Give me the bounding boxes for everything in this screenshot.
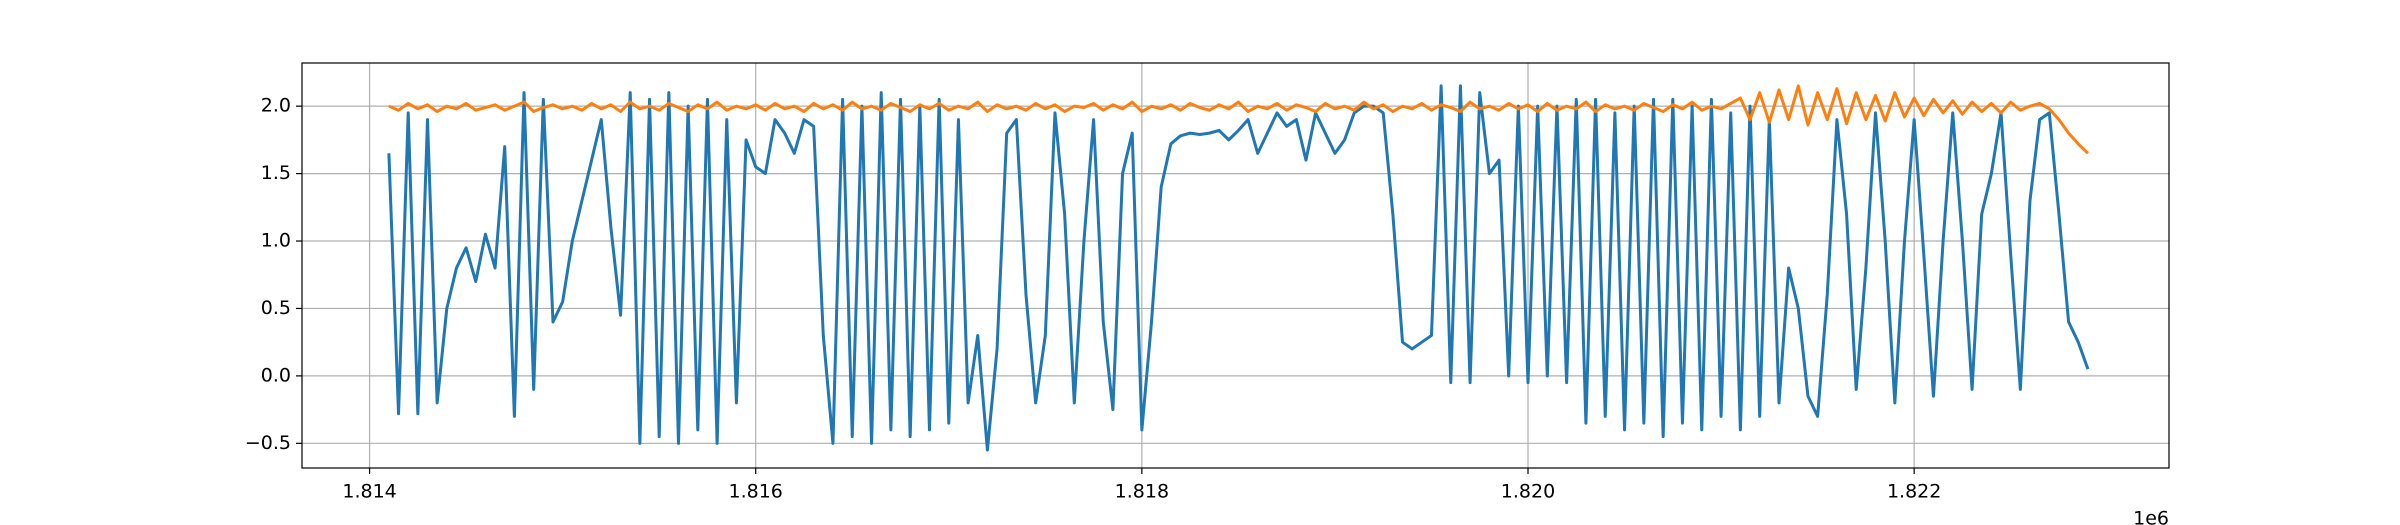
y-tick-label: 1.0 <box>261 230 291 252</box>
y-tick-label: 2.0 <box>261 95 291 117</box>
y-tick-label: 1.5 <box>261 162 291 184</box>
plot-frame <box>301 62 2170 469</box>
x-tick-label: 1.822 <box>1887 481 1941 503</box>
y-tick-label: 0.0 <box>261 364 291 386</box>
data-line <box>388 84 2089 155</box>
y-tick-label: −0.5 <box>245 432 291 454</box>
x-tick-label: 1.818 <box>1115 481 1169 503</box>
x-offset-label: 1e6 <box>2133 508 2169 525</box>
data-line <box>387 84 2090 452</box>
y-tick-label: 0.5 <box>261 297 291 319</box>
x-tick-label: 1.820 <box>1501 481 1555 503</box>
x-tick-label: 1.816 <box>729 481 783 503</box>
x-tick-label: 1.814 <box>342 481 396 503</box>
